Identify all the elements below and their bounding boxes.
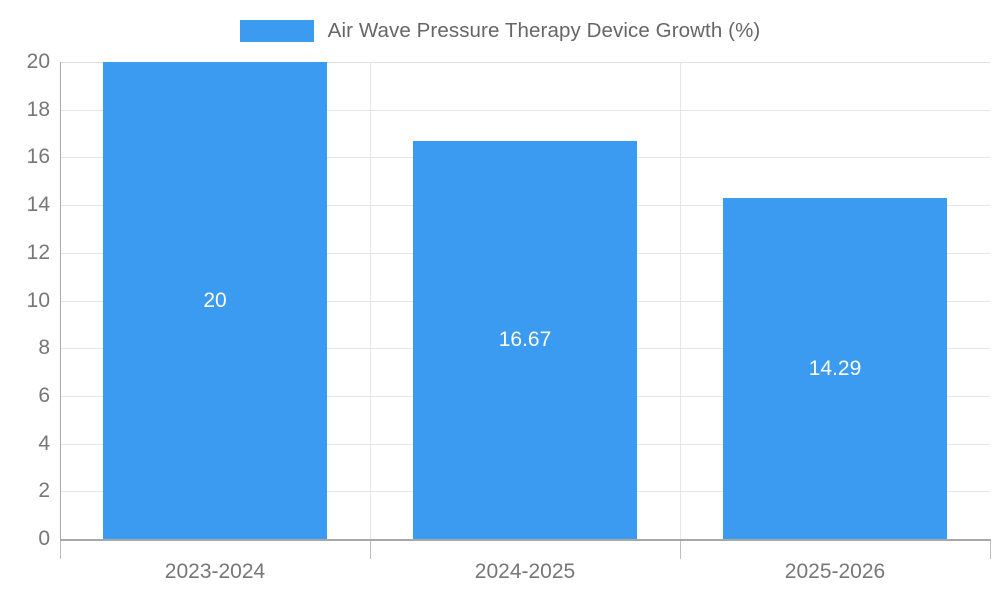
legend-item-label: Air Wave Pressure Therapy Device Growth … <box>327 19 761 42</box>
bar-2024-2025[interactable]: 16.67 <box>413 141 637 539</box>
gridline-20 <box>60 62 990 63</box>
y-tick-label-0: 0 <box>38 527 50 550</box>
y-tick-label-8: 8 <box>38 336 50 360</box>
y-tick-label-20: 20 <box>26 50 50 73</box>
x-tick-label-2025-2026: 2025-2026 <box>784 560 886 583</box>
y-tick-label-18: 18 <box>26 97 50 121</box>
y-tick-label-10: 10 <box>26 288 50 312</box>
y-tick-label-12: 12 <box>26 240 50 264</box>
y-tick-label-16: 16 <box>26 145 50 169</box>
x-tick-label-2023-2024: 2023-2024 <box>164 560 266 583</box>
y-tick-label-2: 2 <box>38 479 50 503</box>
bar-value-label-2025-2026: 14.29 <box>808 356 862 380</box>
plot-area: 20 16.67 14.29 <box>60 62 990 539</box>
category-gridline-1 <box>370 62 371 539</box>
bar-value-label-2024-2025: 16.67 <box>498 328 552 352</box>
y-axis-line <box>60 62 61 539</box>
bar-value-label-2023-2024: 20 <box>203 288 227 312</box>
legend-color-swatch-icon <box>239 20 314 42</box>
legend-item-series-1[interactable]: Air Wave Pressure Therapy Device Growth … <box>239 19 761 43</box>
x-tick-label-2024-2025: 2024-2025 <box>474 560 576 583</box>
y-tick-label-4: 4 <box>38 431 50 455</box>
chart-legend: Air Wave Pressure Therapy Device Growth … <box>0 14 1000 48</box>
x-axis-line <box>60 539 991 541</box>
bar-2023-2024[interactable]: 20 <box>103 62 327 539</box>
x-axis-tick-start <box>60 541 61 559</box>
x-axis-tick-2 <box>680 541 681 559</box>
x-axis-tick-1 <box>370 541 371 559</box>
category-gridline-2 <box>680 62 681 539</box>
y-tick-label-6: 6 <box>38 383 50 407</box>
bar-2025-2026[interactable]: 14.29 <box>723 198 947 539</box>
gridline-18 <box>60 109 990 111</box>
y-axis-tick-labels: 0 2 4 6 8 10 12 14 16 18 20 <box>0 50 50 550</box>
x-axis-tick-end <box>990 541 991 559</box>
y-tick-label-14: 14 <box>26 193 50 217</box>
